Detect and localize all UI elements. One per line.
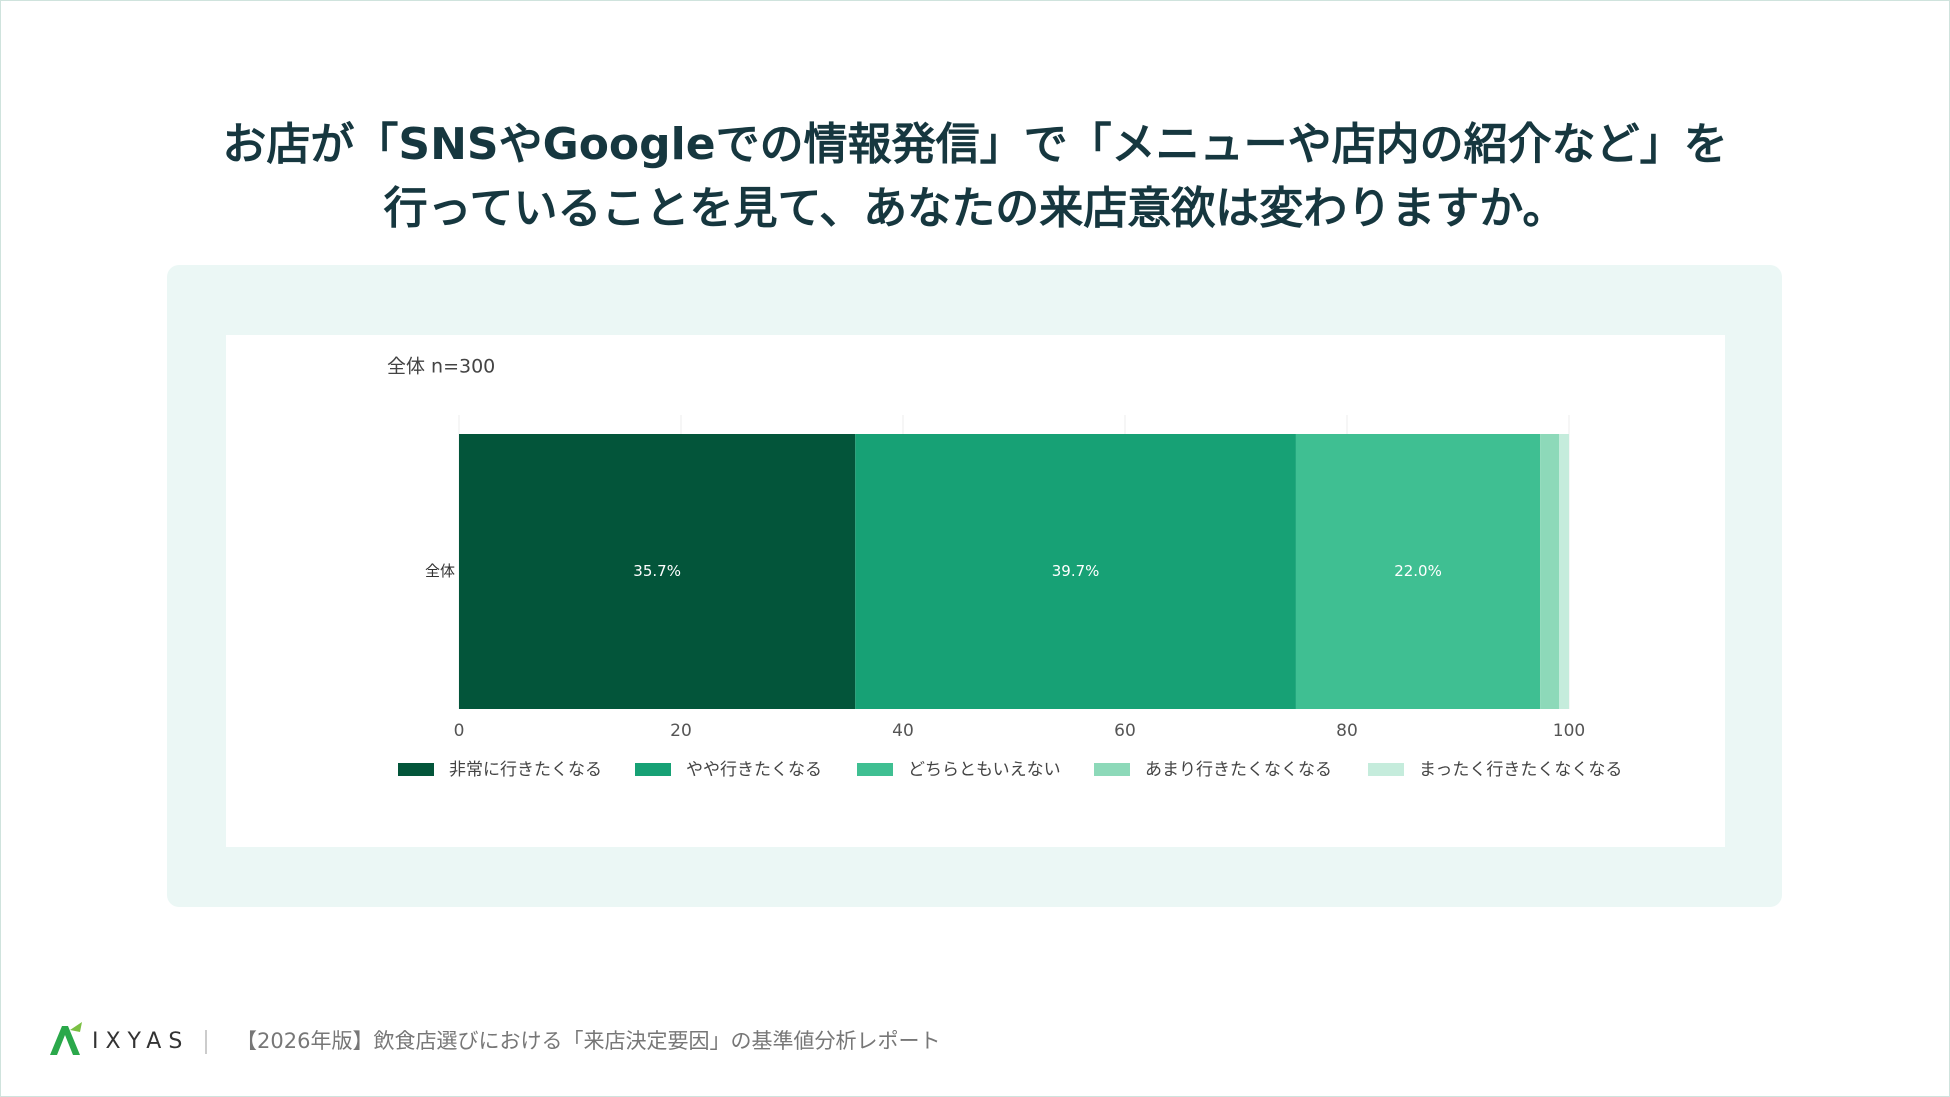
- logo-icon: [50, 1026, 80, 1055]
- legend-label: どちらともいえない: [908, 760, 1061, 780]
- logo: [50, 1022, 82, 1055]
- value-label: 22.0%: [1394, 562, 1442, 580]
- legend-swatch: [857, 763, 893, 776]
- title-line: 行っていることを見て、あなたの来店意欲は変わりますか。: [384, 183, 1567, 234]
- y-tick-label: 全体: [425, 562, 455, 580]
- legend-swatch: [1094, 763, 1130, 776]
- bar-segment: [1295, 434, 1541, 709]
- footer-text: 【2026年版】飲食店選びにおける「来店決定要因」の基準値分析レポート: [236, 1029, 940, 1053]
- legend-label: まったく行きたくなくなる: [1419, 760, 1622, 780]
- legend-swatch: [635, 763, 671, 776]
- x-tick-label: 100: [1553, 721, 1585, 741]
- legend-label: やや行きたくなる: [686, 760, 822, 780]
- logo-icon: [70, 1022, 82, 1032]
- subtitle: 全体 n=300: [387, 356, 495, 378]
- bar-segment: [1559, 434, 1569, 709]
- logo-text: IXYAS: [92, 1029, 189, 1054]
- title-line: お店が「SNSやGoogleでの情報発信」で「メニューや店内の紹介など」を: [222, 119, 1727, 170]
- legend-label: 非常に行きたくなる: [449, 760, 602, 780]
- bar-segment: [855, 434, 1296, 709]
- value-label: 35.7%: [633, 562, 681, 580]
- value-label: 39.7%: [1052, 562, 1100, 580]
- bar-segment: [459, 434, 856, 709]
- bar-segment: [1540, 434, 1560, 709]
- legend-label: あまり行きたくなくなる: [1145, 760, 1332, 780]
- legend-swatch: [1368, 763, 1404, 776]
- x-tick-label: 40: [892, 721, 914, 741]
- x-tick-label: 80: [1336, 721, 1358, 741]
- x-tick-label: 0: [454, 721, 465, 741]
- legend-swatch: [398, 763, 434, 776]
- x-tick-label: 60: [1114, 721, 1136, 741]
- x-tick-label: 20: [670, 721, 692, 741]
